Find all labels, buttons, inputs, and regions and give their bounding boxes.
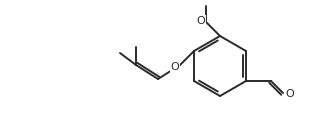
Text: O: O [197,16,205,26]
Text: O: O [286,89,294,99]
Text: O: O [171,62,179,72]
